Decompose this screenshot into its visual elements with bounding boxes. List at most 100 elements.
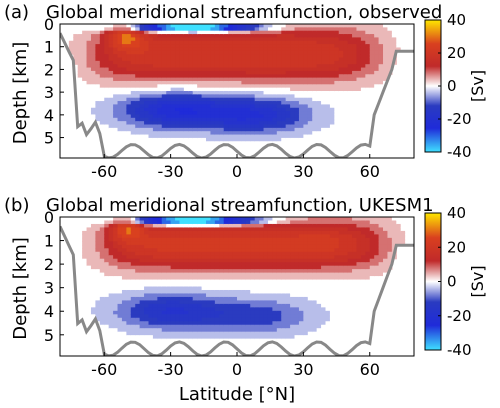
field-cell <box>175 57 181 62</box>
colorbar-tick-label: 0 <box>447 77 457 95</box>
field-cell <box>121 289 127 295</box>
field-cell <box>126 321 132 326</box>
field-cell <box>263 34 269 38</box>
field-cell <box>307 74 313 79</box>
field-cell <box>188 134 194 139</box>
field-cell <box>144 117 150 122</box>
field-cell <box>139 114 145 119</box>
field-cell <box>276 220 282 225</box>
field-cell <box>130 67 136 72</box>
field-cell <box>166 40 172 45</box>
field-cell <box>338 124 344 129</box>
field-cell <box>281 296 287 302</box>
field-cell <box>166 300 172 305</box>
field-cell <box>219 283 225 288</box>
field-cell <box>170 104 176 109</box>
field-cell <box>329 101 335 105</box>
field-cell <box>170 27 176 32</box>
field-cell <box>117 127 123 132</box>
field-cell <box>281 91 287 95</box>
field-cell <box>338 34 344 38</box>
field-cell <box>241 57 247 62</box>
field-cell <box>95 283 101 288</box>
field-cell <box>214 234 220 239</box>
field-cell <box>108 151 114 156</box>
field-cell <box>307 84 313 89</box>
field-cell <box>130 37 136 42</box>
field-cell <box>130 117 136 122</box>
field-cell <box>303 64 309 69</box>
field-cell <box>113 131 119 136</box>
field-cell <box>82 279 88 284</box>
field-cell <box>126 80 132 85</box>
field-cell <box>387 24 393 28</box>
field-cell <box>161 342 167 347</box>
field-cell <box>241 54 247 59</box>
field-cell <box>338 74 344 79</box>
field-cell <box>298 227 304 232</box>
field-cell <box>175 94 181 99</box>
field-cell <box>144 276 150 281</box>
field-cell <box>307 324 313 329</box>
field-cell <box>343 283 349 288</box>
field-cell <box>139 342 145 347</box>
field-cell <box>175 50 181 55</box>
field-cell <box>290 220 296 225</box>
field-cell <box>232 223 238 229</box>
field-cell <box>263 121 269 126</box>
field-cell <box>121 265 127 270</box>
field-cell <box>210 107 216 112</box>
field-cell <box>157 338 163 343</box>
field-cell <box>161 64 167 69</box>
field-cell <box>352 50 358 55</box>
field-cell <box>201 314 207 319</box>
field-cell <box>104 248 110 253</box>
field-cell <box>303 77 309 82</box>
field-cell <box>148 104 154 109</box>
field-cell <box>263 262 269 267</box>
field-cell <box>214 265 220 270</box>
field-cell <box>334 80 340 85</box>
field-cell <box>378 57 384 62</box>
field-cell <box>108 293 114 298</box>
field-cell <box>290 328 296 333</box>
field-cell <box>175 134 181 139</box>
field-cell <box>197 248 203 253</box>
field-cell <box>117 57 123 62</box>
field-cell <box>219 265 225 270</box>
field-cell <box>144 127 150 132</box>
field-cell <box>352 121 358 126</box>
field-cell <box>86 84 92 89</box>
field-cell <box>334 321 340 326</box>
field-cell <box>365 87 371 92</box>
field-cell <box>188 251 194 256</box>
field-cell <box>148 87 154 92</box>
field-cell <box>121 223 127 229</box>
field-cell <box>210 50 216 55</box>
field-cell <box>329 30 335 35</box>
field-cell <box>329 217 335 222</box>
field-cell <box>259 303 265 308</box>
field-cell <box>183 230 189 235</box>
field-cell <box>161 111 167 116</box>
field-cell <box>179 258 185 263</box>
field-cell <box>175 77 181 82</box>
field-cell <box>144 57 150 62</box>
field-cell <box>197 84 203 89</box>
field-cell <box>197 144 203 149</box>
field-cell <box>360 24 366 28</box>
field-cell <box>352 47 358 52</box>
field-cell <box>228 276 234 281</box>
field-cell <box>298 286 304 291</box>
field-cell <box>82 107 88 112</box>
field-cell <box>126 276 132 281</box>
field-cell <box>90 47 96 52</box>
field-cell <box>210 134 216 139</box>
field-cell <box>307 279 313 284</box>
field-cell <box>135 244 141 249</box>
field-cell <box>223 67 229 72</box>
field-cell <box>228 50 234 55</box>
field-cell <box>321 258 327 263</box>
field-cell <box>369 141 375 146</box>
field-cell <box>175 60 181 65</box>
